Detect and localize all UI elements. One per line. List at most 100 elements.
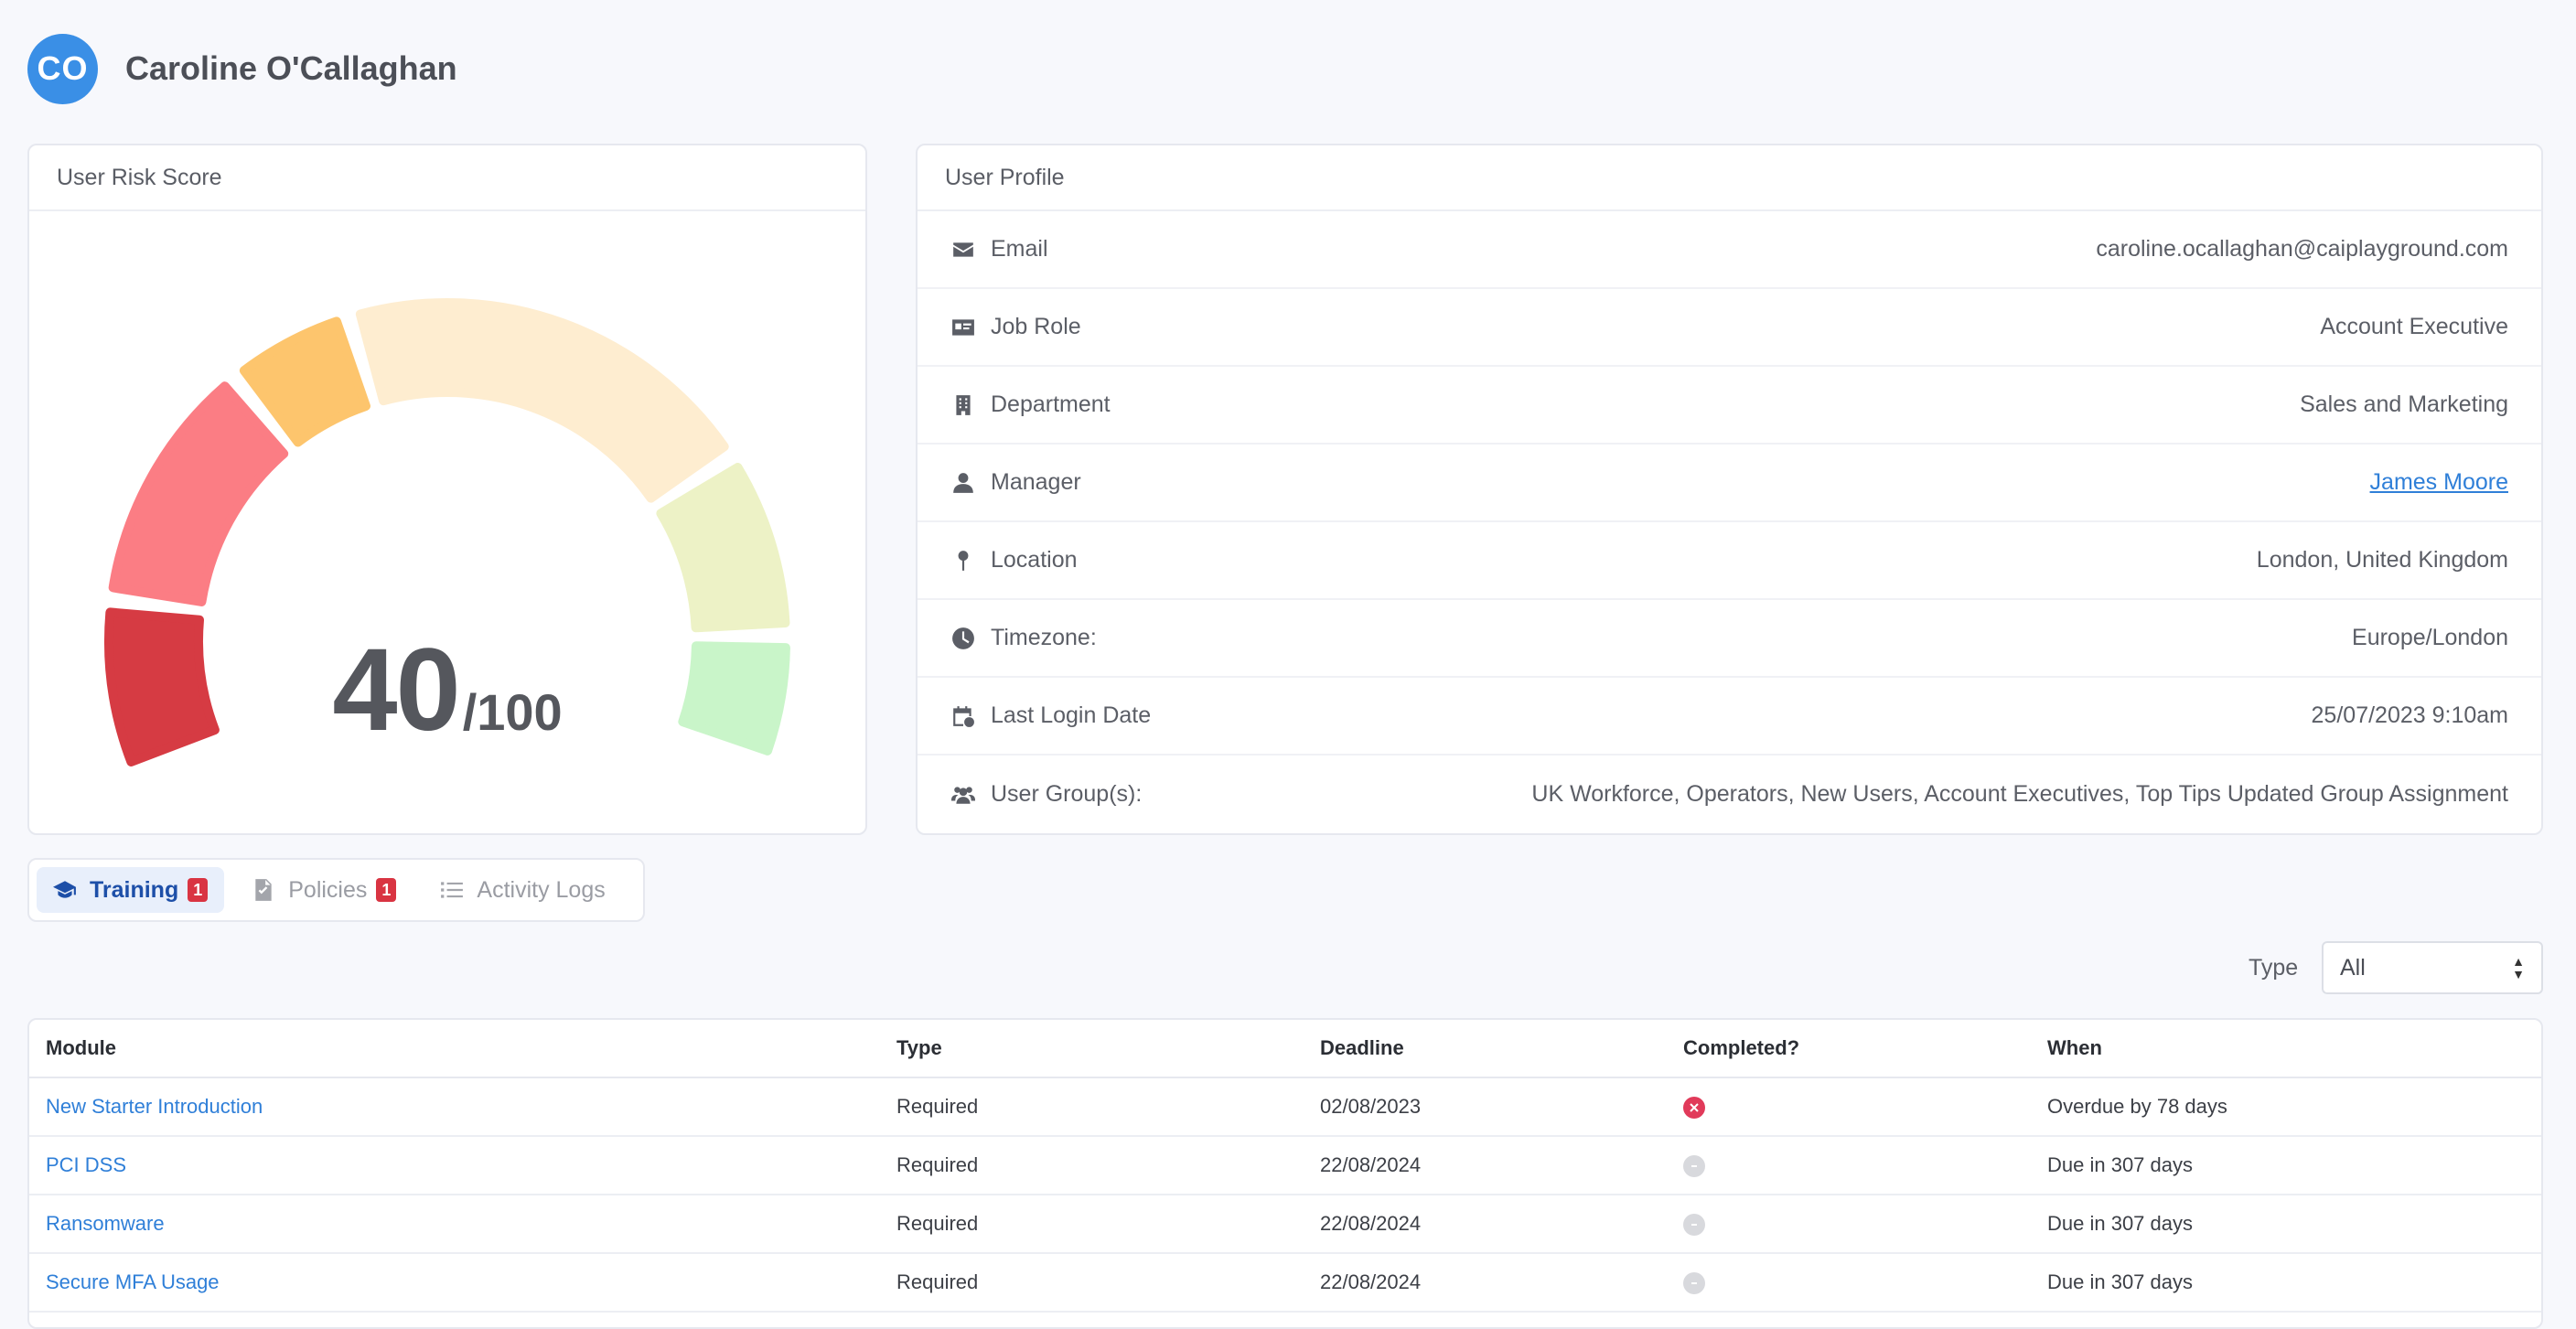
list-icon xyxy=(441,882,464,898)
module-deadline: 22/08/2024 xyxy=(1304,1136,1667,1195)
module-link[interactable]: PCI DSS xyxy=(29,1136,880,1195)
column-header-type[interactable]: Type xyxy=(880,1020,1304,1078)
tab-label: Policies xyxy=(288,876,368,903)
table-row: Ransomware Required 22/08/2024 Due in 30… xyxy=(29,1195,2541,1254)
table-row: Secure MFA Usage Required 22/08/2024 Due… xyxy=(29,1253,2541,1313)
users-icon xyxy=(950,782,976,808)
calendar-clock-icon xyxy=(950,703,976,729)
map-pin-icon xyxy=(950,548,976,573)
module-type: Required xyxy=(880,1077,1304,1137)
profile-row-department: Department Sales and Marketing xyxy=(918,367,2541,445)
profile-row-location: Location London, United Kingdom xyxy=(918,522,2541,600)
profile-value-job-role: Account Executive xyxy=(2320,314,2508,339)
sort-caret-icon: ▲ ▼ xyxy=(2512,954,2525,981)
module-completed xyxy=(1667,1077,2031,1137)
table-row: PCI DSS Required 22/08/2024 Due in 307 d… xyxy=(29,1136,2541,1195)
profile-value-timezone: Europe/London xyxy=(2352,625,2508,650)
person-icon xyxy=(950,470,976,496)
tab-label: Training xyxy=(90,876,179,903)
training-table-card: Module Type Deadline Completed? When New… xyxy=(27,1018,2543,1329)
profile-value-last-login: 25/07/2023 9:10am xyxy=(2311,702,2508,728)
module-type: Required xyxy=(880,1136,1304,1195)
tab-badge: 1 xyxy=(188,878,209,902)
risk-score-max: /100 xyxy=(462,683,563,741)
module-completed xyxy=(1667,1253,2031,1313)
envelope-icon xyxy=(950,237,976,263)
risk-gauge-svg xyxy=(104,298,790,766)
gauge-segment xyxy=(239,316,370,447)
profile-row-email: Email caroline.ocallaghan@caiplayground.… xyxy=(918,211,2541,289)
module-deadline: 22/08/2024 xyxy=(1304,1195,1667,1254)
page-title: Caroline O'Callaghan xyxy=(125,49,457,87)
module-link[interactable]: New Starter Introduction xyxy=(29,1077,880,1137)
failed-x-icon xyxy=(1683,1097,1705,1119)
profile-label: Timezone: xyxy=(991,625,1097,650)
tab-policies[interactable]: Policies 1 xyxy=(235,867,413,913)
tab-activity-logs[interactable]: Activity Logs xyxy=(424,867,621,913)
profile-label: Last Login Date xyxy=(991,702,1152,728)
profile-label: Department xyxy=(991,391,1111,417)
page-header: CO Caroline O'Callaghan xyxy=(27,33,457,104)
module-deadline: 02/08/2023 xyxy=(1304,1077,1667,1137)
profile-label: Job Role xyxy=(991,314,1081,339)
profile-row-job-role: Job Role Account Executive xyxy=(918,289,2541,367)
table-header-row: Module Type Deadline Completed? When xyxy=(29,1020,2541,1078)
pending-dash-icon xyxy=(1683,1272,1705,1294)
risk-score-readout: 40 /100 xyxy=(29,632,865,749)
profile-value-email: caroline.ocallaghan@caiplayground.com xyxy=(2096,236,2508,262)
column-header-when[interactable]: When xyxy=(2031,1020,2541,1078)
type-filter-label: Type xyxy=(2249,955,2299,981)
risk-score-value: 40 xyxy=(332,625,460,756)
profile-label: Email xyxy=(991,236,1048,262)
building-icon xyxy=(950,392,976,418)
module-completed xyxy=(1667,1195,2031,1254)
column-header-deadline[interactable]: Deadline xyxy=(1304,1020,1667,1078)
pending-dash-icon xyxy=(1683,1155,1705,1177)
module-when: Overdue by 78 days xyxy=(2031,1077,2541,1137)
tab-training[interactable]: Training 1 xyxy=(37,867,225,913)
table-row: New Starter Introduction Required 02/08/… xyxy=(29,1077,2541,1137)
clock-icon xyxy=(950,626,976,651)
type-filter-select[interactable]: All ▲ ▼ xyxy=(2322,941,2543,994)
user-profile-title: User Profile xyxy=(918,145,2541,211)
module-deadline: 22/08/2024 xyxy=(1304,1253,1667,1313)
module-type: Required xyxy=(880,1253,1304,1313)
profile-row-last-login: Last Login Date 25/07/2023 9:10am xyxy=(918,678,2541,756)
profile-value-location: London, United Kingdom xyxy=(2256,547,2508,573)
graduation-cap-icon xyxy=(53,881,76,898)
avatar: CO xyxy=(27,33,98,104)
module-when: Due in 307 days xyxy=(2031,1136,2541,1195)
module-type: Required xyxy=(880,1195,1304,1254)
profile-label: Manager xyxy=(991,469,1081,495)
module-link[interactable]: Secure MFA Usage xyxy=(29,1253,880,1313)
risk-gauge: 40 /100 xyxy=(29,211,865,833)
profile-row-user-groups: User Group(s): UK Workforce, Operators, … xyxy=(918,756,2541,833)
module-completed xyxy=(1667,1136,2031,1195)
gauge-segment xyxy=(355,298,729,503)
tab-badge: 1 xyxy=(376,878,397,902)
gauge-segment xyxy=(656,462,790,633)
module-when: Due in 307 days xyxy=(2031,1195,2541,1254)
profile-row-manager: Manager James Moore xyxy=(918,445,2541,522)
risk-score-title: User Risk Score xyxy=(29,145,865,211)
detail-tabs: Training 1 Policies 1 Activity Logs xyxy=(27,858,645,922)
gauge-segment xyxy=(104,607,220,766)
risk-score-card: User Risk Score 40 /100 xyxy=(27,144,867,835)
module-when: Due in 307 days xyxy=(2031,1253,2541,1313)
manager-link[interactable]: James Moore xyxy=(2369,469,2508,495)
profile-value-department: Sales and Marketing xyxy=(2300,391,2508,417)
id-card-icon xyxy=(950,315,976,340)
user-profile-card: User Profile Email caroline.ocallaghan@c… xyxy=(916,144,2543,835)
profile-value-user-groups: UK Workforce, Operators, New Users, Acco… xyxy=(1531,781,2508,807)
column-header-module[interactable]: Module xyxy=(29,1020,880,1078)
profile-label: User Group(s): xyxy=(991,781,1143,807)
pending-dash-icon xyxy=(1683,1214,1705,1236)
column-header-completed[interactable]: Completed? xyxy=(1667,1020,2031,1078)
document-icon xyxy=(255,879,272,901)
type-filter-value: All xyxy=(2340,954,2366,981)
training-table: Module Type Deadline Completed? When New… xyxy=(29,1020,2541,1313)
module-link[interactable]: Ransomware xyxy=(29,1195,880,1254)
gauge-segment xyxy=(108,381,289,606)
profile-label: Location xyxy=(991,547,1078,573)
gauge-segment xyxy=(678,641,790,756)
